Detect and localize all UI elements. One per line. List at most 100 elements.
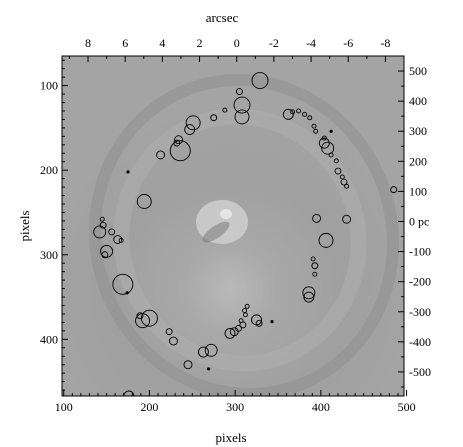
- source-marker: [183, 360, 193, 370]
- source-markers: [93, 72, 398, 396]
- bottom-tick-label: 200: [140, 400, 158, 414]
- source-marker: [311, 262, 319, 270]
- source-marker: [344, 183, 350, 189]
- left-tick-label: 100: [40, 79, 58, 93]
- source-marker: [311, 123, 317, 129]
- source-marker: [126, 170, 130, 174]
- source-marker: [233, 96, 251, 114]
- source-marker: [307, 115, 313, 121]
- right-tick-label: -300: [409, 305, 431, 319]
- source-marker: [312, 271, 318, 277]
- source-marker: [321, 141, 335, 155]
- source-marker: [99, 216, 105, 222]
- plot-frame: [61, 55, 405, 397]
- source-marker: [136, 312, 144, 320]
- right-tick-label: 200: [409, 154, 427, 168]
- source-marker: [318, 232, 334, 248]
- source-marker: [282, 108, 294, 120]
- bottom-tick-label: 300: [226, 400, 244, 414]
- bottom-tick-label: 500: [398, 400, 416, 414]
- source-marker: [165, 328, 173, 336]
- source-marker: [156, 150, 166, 160]
- top-tick-label: 0: [234, 36, 240, 50]
- top-tick-label: 2: [197, 36, 203, 50]
- bottom-axis-title: pixels: [215, 430, 246, 445]
- source-marker: [255, 319, 263, 327]
- source-marker: [136, 194, 152, 209]
- source-marker: [310, 256, 316, 262]
- source-marker: [251, 72, 269, 89]
- source-marker: [112, 273, 134, 295]
- source-marker: [108, 228, 116, 236]
- source-marker: [340, 178, 348, 186]
- top-tick-label: -8: [380, 36, 390, 50]
- top-tick-label: 4: [159, 36, 165, 50]
- source-marker: [235, 88, 243, 95]
- source-marker: [184, 124, 196, 136]
- axis-tick-labels: 100 200 300 400 500 100 200 300 400 8 6 4 2 0 -2 -4 -6 -8…: [40, 36, 431, 414]
- source-marker: [222, 107, 228, 113]
- source-marker: [390, 186, 398, 194]
- source-marker: [204, 343, 218, 357]
- image-panel: [62, 56, 404, 396]
- bottom-tick-label: 400: [312, 400, 330, 414]
- source-marker: [333, 158, 339, 164]
- source-marker: [329, 129, 333, 133]
- source-marker: [270, 319, 274, 324]
- right-tick-label: 100: [409, 184, 427, 198]
- right-tick-label: 400: [409, 94, 427, 108]
- source-marker: [328, 152, 334, 158]
- ring-dark-band: [89, 73, 399, 396]
- source-marker: [234, 109, 250, 125]
- source-marker: [296, 108, 302, 114]
- right-tick-label: -500: [409, 365, 431, 379]
- source-marker: [99, 221, 107, 229]
- source-marker: [113, 235, 123, 244]
- source-marker: [140, 309, 158, 327]
- source-marker: [224, 327, 236, 339]
- right-tick-label: -100: [409, 245, 431, 259]
- source-marker: [312, 213, 322, 223]
- right-tick-label: 300: [409, 124, 427, 138]
- top-axis-title: arcsec: [206, 10, 239, 25]
- source-marker: [244, 303, 250, 309]
- top-tick-label: -2: [269, 36, 279, 50]
- source-marker: [197, 346, 209, 358]
- bottom-tick-label: 100: [55, 400, 73, 414]
- source-marker: [290, 109, 296, 115]
- source-marker: [168, 336, 178, 346]
- source-marker: [339, 174, 345, 180]
- source-marker: [235, 324, 243, 332]
- source-marker: [321, 135, 327, 141]
- source-marker: [313, 128, 319, 134]
- source-marker: [303, 291, 315, 303]
- top-tick-label: 8: [85, 36, 91, 50]
- source-marker: [169, 140, 191, 162]
- top-tick-label: 6: [122, 36, 128, 50]
- right-tick-label: 500: [409, 64, 427, 78]
- ring-inner-band: [113, 108, 367, 372]
- source-marker: [210, 114, 218, 122]
- source-marker: [174, 135, 184, 145]
- source-marker: [334, 167, 342, 175]
- top-tick-label: -4: [306, 36, 316, 50]
- right-tick-label: -400: [409, 335, 431, 349]
- left-tick-label: 200: [40, 163, 58, 177]
- nucleus-dark-lane: [202, 221, 230, 243]
- source-marker: [125, 291, 129, 295]
- nucleus-core: [220, 209, 232, 219]
- top-tick-label: -6: [343, 36, 353, 50]
- source-marker: [123, 390, 135, 396]
- left-axis-title: pixels: [17, 210, 32, 241]
- right-tick-label: -200: [409, 275, 431, 289]
- source-marker: [101, 251, 109, 259]
- axis-ticks: [62, 56, 408, 396]
- right-tick-label: 0 pc: [409, 214, 429, 228]
- source-marker: [342, 214, 352, 224]
- source-marker: [302, 111, 308, 117]
- source-marker: [302, 286, 316, 300]
- left-tick-label: 300: [40, 248, 58, 262]
- source-marker: [93, 225, 107, 239]
- source-marker: [118, 237, 124, 243]
- source-marker: [206, 367, 211, 371]
